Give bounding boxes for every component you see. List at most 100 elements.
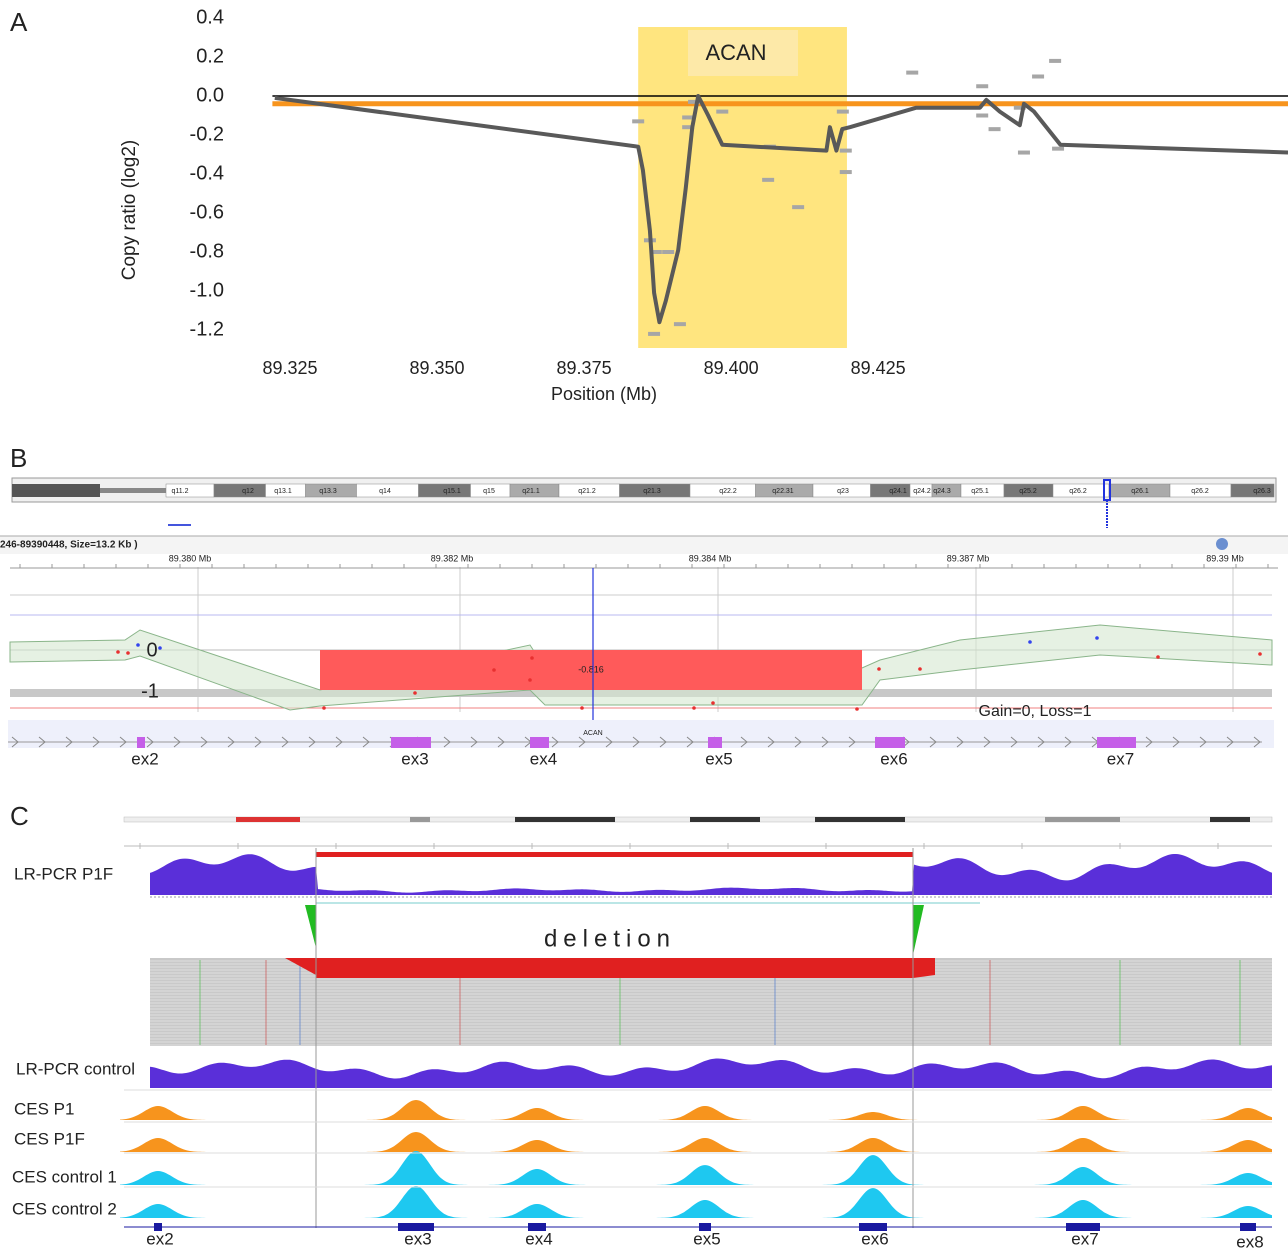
position-label: 89.384 Mb [689,553,732,563]
track-label: CES control 1 [12,1167,117,1186]
band-label: q13.3 [319,488,337,495]
y-tick-label: -1.0 [190,279,224,301]
band-label: q15 [483,488,495,495]
segment [648,332,660,336]
probe-point [322,706,326,710]
segment [1049,59,1061,63]
region-header [0,536,1288,554]
probe-point [711,701,715,705]
split-read-spike [913,905,924,955]
gene-label: ACAN [583,730,602,737]
probe-point [126,651,130,655]
track-label: LR-PCR P1F [14,864,113,883]
x-tick-label: 89.325 [263,358,318,378]
segment [792,205,804,209]
probe-point [1028,640,1032,644]
exon-label: ex2 [131,749,158,768]
y-tick-label: 0.0 [196,84,224,106]
segment-value: -0.816 [578,664,604,674]
exon-label-c: ex5 [693,1229,720,1248]
band-label: q22.31 [772,488,794,495]
segment [762,178,774,182]
exon-c [1240,1223,1256,1231]
exon-label-c: ex3 [404,1229,431,1248]
probe-point [580,706,584,710]
band-label: q26.3 [1253,488,1271,495]
position-label: 89.387 Mb [947,553,990,563]
segment [716,110,728,114]
segment [989,127,1001,131]
highlight-label: ACAN [705,40,766,65]
status-text: Gain=0, Loss=1 [979,703,1092,720]
probe-point [692,706,696,710]
track-label: CES P1 [14,1099,74,1118]
cytoband-c [690,817,760,822]
exon [530,737,549,748]
exon [1097,737,1136,748]
band-label: q26.2 [1069,488,1087,495]
cytoband-c [1210,817,1250,822]
exon [137,737,145,748]
band-label: q21.3 [643,488,661,495]
segment [1018,151,1030,155]
band-label: q14 [379,488,391,495]
exon-label: ex6 [880,749,907,768]
exon-label-c: ex2 [146,1229,173,1248]
cytoband-c [236,817,300,822]
probe-point [1156,655,1160,659]
band-label: q24.1 [889,488,907,495]
deletion-label: deletion [544,925,676,952]
ideogram-band [214,484,266,497]
band-label: q26.1 [1131,488,1149,495]
x-tick-label: 89.350 [410,358,465,378]
exon-label: ex5 [705,749,732,768]
track-label: LR-PCR control [16,1059,135,1078]
exon-label: ex7 [1107,749,1134,768]
exon-label: ex4 [530,749,557,768]
x-tick-label: 89.375 [557,358,612,378]
y-tick-label: 0.4 [196,6,224,28]
segment [906,71,918,75]
exon [708,737,722,748]
probe-point [413,691,417,695]
coverage-ces-control2 [120,1186,1272,1218]
panel-label: B [10,443,27,473]
probe-point [116,650,120,654]
centromere-arm [12,484,100,497]
exon-label-c: ex4 [525,1229,552,1248]
split-read-spike [305,905,316,948]
coverage-ces-p1 [120,1100,1272,1120]
y-tick-label: -0.2 [190,123,224,145]
deletion-bar-reads [285,958,935,978]
probe-point [918,667,922,671]
segment [632,119,644,123]
y-axis-label: Copy ratio (log2) [119,140,140,280]
panel-label: C [10,801,29,831]
probe-point [1258,652,1262,656]
x-axis-label: Position (Mb) [551,384,657,404]
centromere-stalk [100,488,166,493]
band-label: q26.2 [1191,488,1209,495]
band-label: q24.2 [913,488,931,495]
band-label: q12 [242,488,254,495]
segment [674,322,686,326]
exon [875,737,905,748]
segment [837,110,849,114]
axis-label-b: 0 [146,639,157,661]
segment [840,149,852,153]
cytoband-c [815,817,905,822]
probe-point [877,667,881,671]
band-label: q21.1 [522,488,540,495]
exon-label-c: ex6 [861,1229,888,1248]
probe-point [530,656,534,660]
band-label: q11.2 [172,488,189,495]
y-tick-label: 0.2 [196,45,224,67]
probe-point [136,643,140,647]
x-tick-label: 89.425 [851,358,906,378]
position-label: 89.39 Mb [1206,553,1244,563]
exon-label-c: ex8 [1236,1232,1263,1250]
figure: ABCACAN0.40.20.0-0.2-0.4-0.6-0.8-1.0-1.2… [0,0,1288,1250]
probe-point [1095,636,1099,640]
band-label: q22.2 [719,488,737,495]
probe-point [158,646,162,650]
